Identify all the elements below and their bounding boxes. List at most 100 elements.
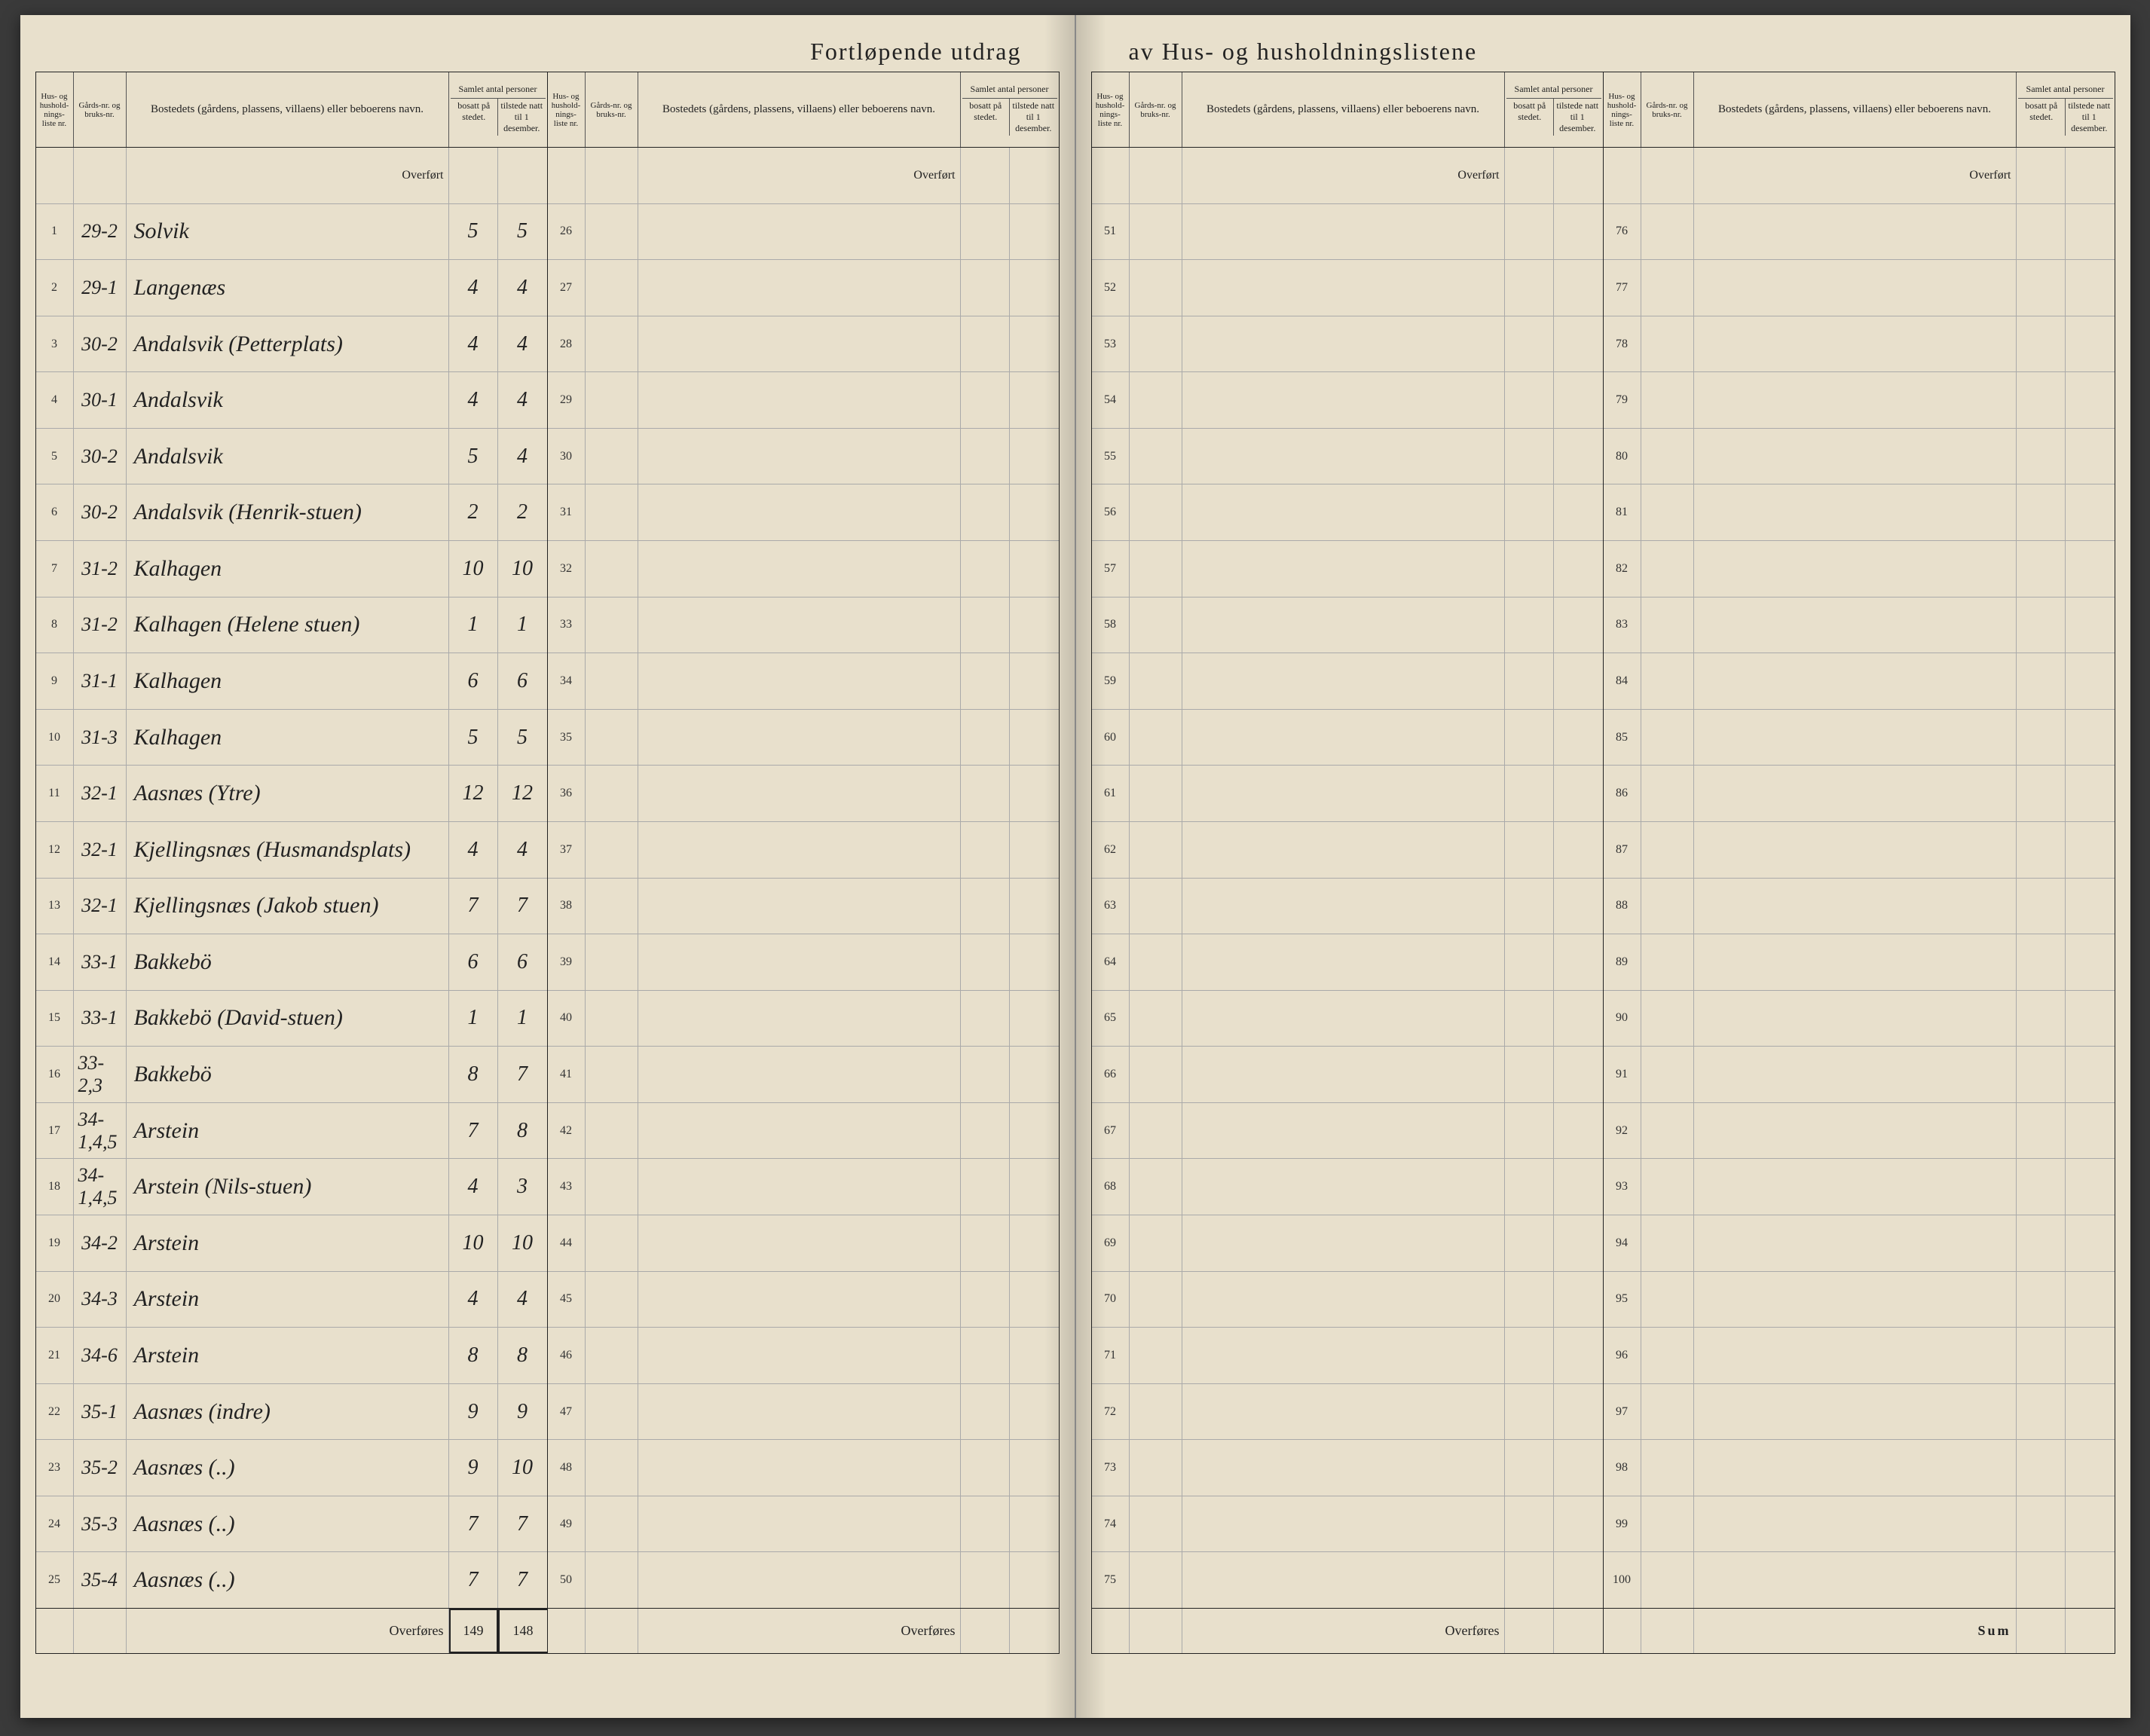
row-nr: 78: [1604, 316, 1641, 372]
section-3: Hus- og hushold-nings-liste nr. Gårds-nr…: [1092, 72, 1604, 1653]
row-gard: [1641, 1215, 1694, 1271]
row-name: [638, 260, 961, 316]
row-nr: 88: [1604, 879, 1641, 934]
row-gard: [1641, 710, 1694, 766]
row-bosatt: [2017, 1159, 2066, 1215]
row-tilstede: 12: [498, 766, 547, 821]
row-name: Kalhagen: [127, 653, 449, 709]
row-name: [1182, 598, 1505, 653]
row-nr: 92: [1604, 1103, 1641, 1159]
ledger-row: 1132-1Aasnæs (Ytre)1212: [36, 766, 547, 822]
row-name: [638, 1496, 961, 1552]
row-name: [638, 598, 961, 653]
row-tilstede: [1554, 1384, 1603, 1440]
row-nr: 99: [1604, 1496, 1641, 1552]
title-right: av Hus- og husholdningslistene: [1091, 38, 2115, 66]
row-tilstede: [2066, 1103, 2115, 1159]
row-tilstede: [2066, 653, 2115, 709]
row-name: [1182, 1552, 1505, 1608]
row-name: Aasnæs (..): [127, 1552, 449, 1608]
row-name: [1694, 1047, 2017, 1102]
row-name: [1182, 991, 1505, 1047]
row-nr: 25: [36, 1552, 74, 1608]
row-gard: [1130, 1272, 1182, 1328]
row-nr: 50: [548, 1552, 586, 1608]
ledger-row: 66: [1092, 1047, 1603, 1103]
row-gard: [1641, 1159, 1694, 1215]
row-name: [1182, 204, 1505, 260]
row-gard: [586, 1384, 638, 1440]
row-bosatt: [961, 1440, 1010, 1496]
ledger-row: 330-2Andalsvik (Petterplats)44: [36, 316, 547, 373]
ledger-row: 43: [548, 1159, 1059, 1215]
row-bosatt: [449, 148, 498, 203]
row-bosatt: [961, 372, 1010, 428]
row-nr: 30: [548, 429, 586, 484]
row-name: [1694, 1215, 2017, 1271]
header-row: Hus- og hushold-nings-liste nr. Gårds-nr…: [548, 72, 1059, 148]
row-gard: [1130, 766, 1182, 821]
row-bosatt: [961, 429, 1010, 484]
row-gard: [586, 1103, 638, 1159]
ledger-row: 79: [1604, 372, 2115, 429]
row-bosatt: [961, 1384, 1010, 1440]
row-tilstede: 1: [498, 598, 547, 653]
row-nr: 32: [548, 541, 586, 597]
row-gard: 35-3: [74, 1496, 127, 1552]
ledger-row: 1031-3Kalhagen55: [36, 710, 547, 766]
row-bosatt: [961, 316, 1010, 372]
ledger-row: 32: [548, 541, 1059, 598]
row-name: [1694, 1384, 2017, 1440]
row-name: [1694, 204, 2017, 260]
row-tilstede: [2066, 204, 2115, 260]
row-gard: [586, 316, 638, 372]
row-nr: 97: [1604, 1384, 1641, 1440]
row-name: [638, 204, 961, 260]
row-gard: 30-2: [74, 484, 127, 540]
row-name: [1694, 598, 2017, 653]
row-name: [638, 653, 961, 709]
row-nr: 91: [1604, 1047, 1641, 1102]
row-bosatt: [2017, 879, 2066, 934]
row-tilstede: [1554, 710, 1603, 766]
row-bosatt: [961, 879, 1010, 934]
row-gard: 31-2: [74, 541, 127, 597]
row-gard: [1641, 598, 1694, 653]
row-gard: 30-2: [74, 316, 127, 372]
row-gard: 31-1: [74, 653, 127, 709]
row-tilstede: [1554, 879, 1603, 934]
row-gard: [1130, 934, 1182, 990]
ledger-row: 1533-1Bakkebö (David-stuen)11: [36, 991, 547, 1047]
ledger-row: 57: [1092, 541, 1603, 598]
row-name: [1182, 1047, 1505, 1102]
row-gard: [1641, 484, 1694, 540]
row-name: [1182, 372, 1505, 428]
row-nr: 100: [1604, 1552, 1641, 1608]
row-name: [1694, 766, 2017, 821]
row-name: [1694, 429, 2017, 484]
overfort-row: Overført: [1092, 148, 1603, 204]
footer-row-1: Overføres 149 148: [36, 1608, 547, 1653]
row-bosatt: 4: [449, 1272, 498, 1328]
row-nr: 35: [548, 710, 586, 766]
row-name: [1182, 484, 1505, 540]
footer-row-4: Sum: [1604, 1608, 2115, 1653]
ledger-row: 1433-1Bakkebö66: [36, 934, 547, 991]
row-nr: 76: [1604, 204, 1641, 260]
row-tilstede: 5: [498, 204, 547, 260]
row-name: [1694, 653, 2017, 709]
row-gard: 31-3: [74, 710, 127, 766]
row-gard: [1130, 1552, 1182, 1608]
row-name: [638, 991, 961, 1047]
ledger-row: 72: [1092, 1384, 1603, 1441]
row-bosatt: [961, 1159, 1010, 1215]
row-bosatt: 5: [449, 429, 498, 484]
ledger-row: 1934-2Arstein1010: [36, 1215, 547, 1272]
row-name: [1182, 1328, 1505, 1383]
ledger-row: 80: [1604, 429, 2115, 485]
row-nr: 90: [1604, 991, 1641, 1047]
row-tilstede: 8: [498, 1103, 547, 1159]
row-name: Aasnæs (Ytre): [127, 766, 449, 821]
row-nr: 98: [1604, 1440, 1641, 1496]
ledger-row: 84: [1604, 653, 2115, 710]
